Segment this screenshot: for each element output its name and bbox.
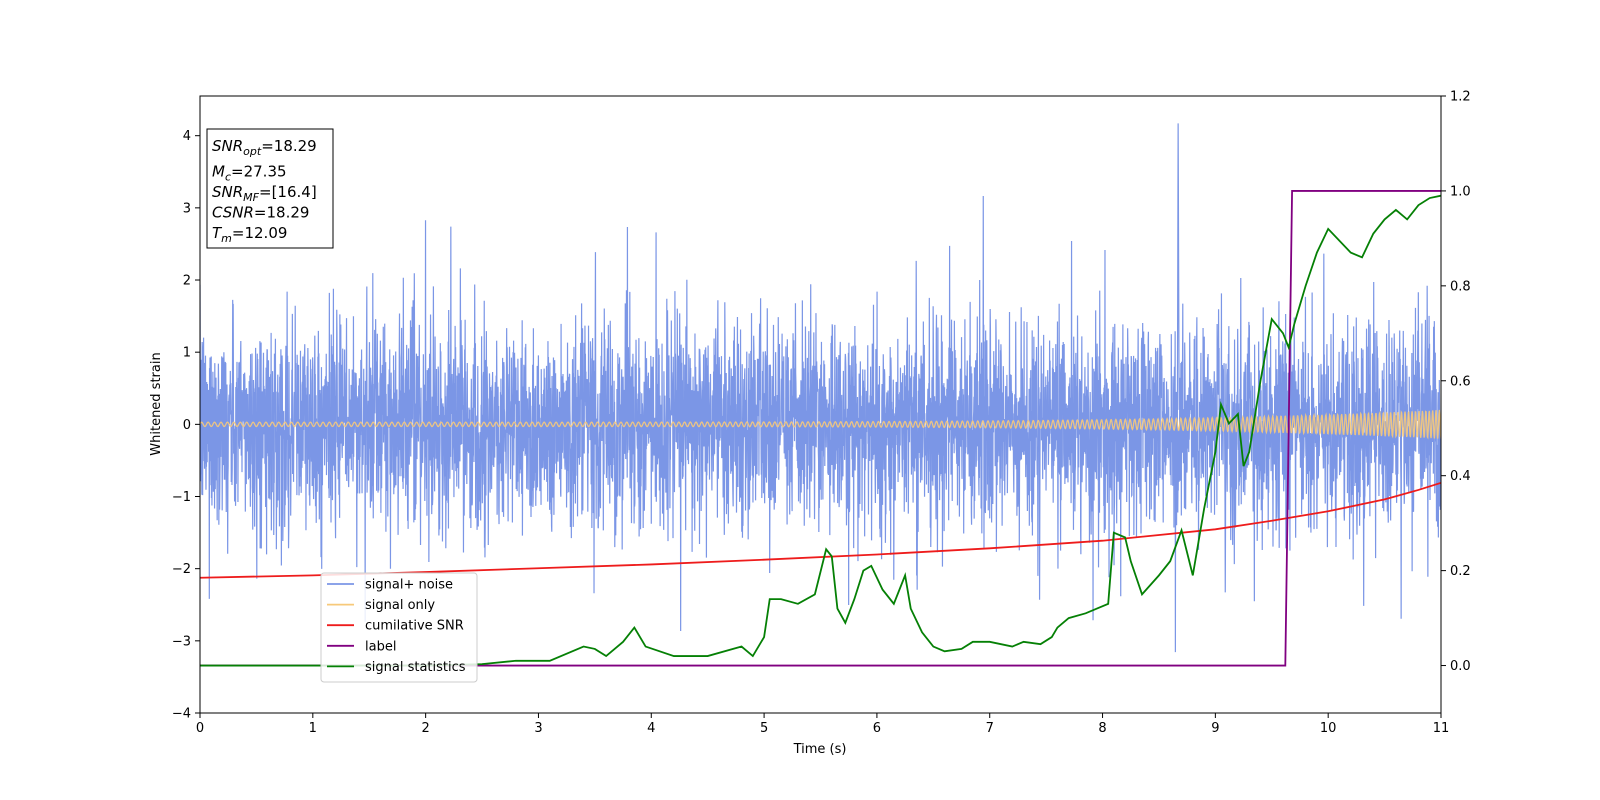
y-axis-right: 1.2 1.0 0.8 0.6 0.4 0.2 0.0 [1441,90,1471,674]
y-tick-label: 0 [183,418,191,433]
x-tick-label: 6 [873,721,881,736]
y2-tick-label: 0.0 [1450,659,1471,674]
annotation-line: Mc=27.35 [212,163,287,184]
legend-entry: signal statistics [365,660,466,675]
annotation-line: SNRopt=18.29 [212,137,317,158]
x-axis-label: Time (s) [793,742,847,757]
series-label-line [200,190,1441,667]
y2-tick-label: 0.4 [1450,469,1471,484]
x-tick-label: 3 [534,721,542,736]
legend-entry: signal+ noise [365,578,453,593]
y-tick-label: 4 [183,129,191,144]
x-tick-label: 8 [1098,721,1106,736]
annotation-box: SNRopt=18.29 Mc=27.35SNRMF=[16.4]CSNR=18.… [206,128,334,249]
y-axis-left: 4 3 2 1 0 −1 −2 −3 −4 [172,129,200,722]
y-tick-label: −4 [172,707,191,722]
series-signal-statistics-line [200,194,1441,667]
series-layer [200,123,1441,667]
x-tick-label: 2 [421,721,429,736]
series-cumilative-snr-line [200,481,1441,579]
y-tick-label: 3 [183,201,191,216]
y-tick-label: −1 [172,490,191,505]
x-tick-label: 4 [647,721,655,736]
legend: signal+ noise signal only cumilative SNR la… [320,572,478,683]
legend-entry: cumilative SNR [365,619,464,634]
y-tick-label: 1 [183,346,191,361]
annotation-line: CSNR=18.29 [212,204,309,222]
y-tick-label: 2 [183,274,191,289]
series-signal-noise-line [200,123,1441,653]
legend-entry: label [365,639,396,654]
y-axis-label: Whitened strain [149,352,164,455]
y2-tick-label: 1.2 [1450,90,1471,105]
y2-tick-label: 0.6 [1450,374,1471,389]
plot-frame [199,95,1442,714]
x-axis: 0 1 2 3 4 5 6 7 8 9 10 11 [196,713,1449,736]
y2-tick-label: 1.0 [1450,184,1471,199]
legend-entry: signal only [365,598,435,613]
x-tick-label: 10 [1320,721,1337,736]
y-tick-label: −2 [172,562,191,577]
x-tick-label: 7 [986,721,994,736]
x-tick-label: 9 [1211,721,1219,736]
x-tick-label: 11 [1433,721,1450,736]
x-tick-label: 5 [760,721,768,736]
y2-tick-label: 0.2 [1450,564,1471,579]
y2-tick-label: 0.8 [1450,279,1471,294]
annotation-line: Tm=12.09 [212,224,287,245]
x-tick-label: 1 [309,721,317,736]
annotation-line: SNRMF=[16.4] [212,183,317,204]
x-tick-label: 0 [196,721,204,736]
y-tick-label: −3 [172,634,191,649]
